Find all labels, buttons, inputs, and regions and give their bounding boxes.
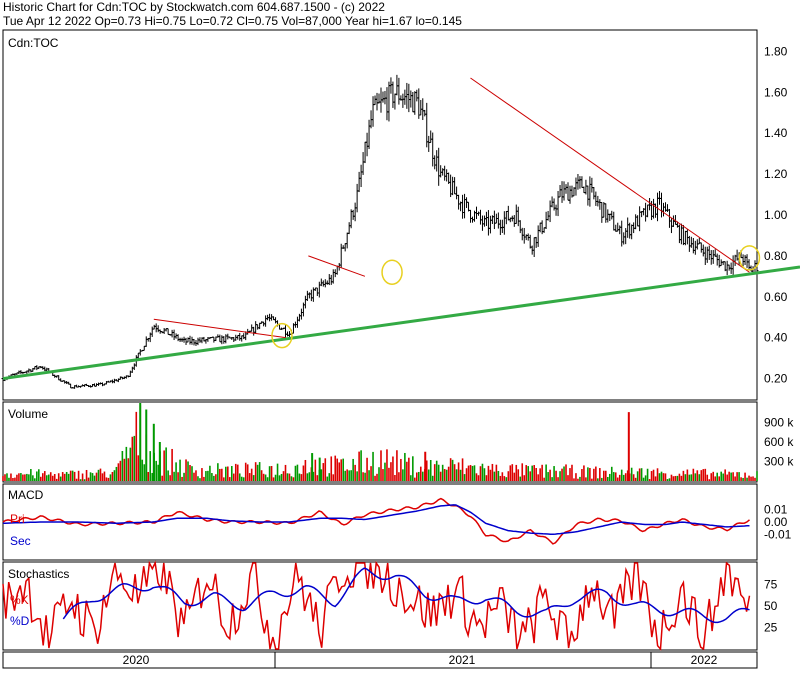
macd-panel-frame (2, 483, 758, 561)
stoch-d-line (62, 567, 750, 624)
volume-panel-title: Volume (8, 407, 48, 421)
x-label-2021: 2021 (449, 653, 476, 667)
y-tick-label: 1.00 (764, 208, 788, 222)
stoch-legend-k: %K (10, 593, 29, 607)
y-tick-label: 0.80 (764, 249, 788, 263)
resistance-trendline (308, 255, 366, 277)
time-axis-frame (2, 651, 758, 669)
highlight-circle (738, 245, 761, 271)
volume-plot (2, 403, 758, 481)
y-tick-label: 0.01 (764, 503, 788, 517)
y-tick-label: -0.01 (764, 527, 792, 541)
volume-panel-frame (2, 401, 758, 483)
macd-plot (2, 497, 750, 545)
stochastics-panel-title: Stochastics (8, 567, 69, 581)
y-tick-label: 0.60 (764, 290, 788, 304)
support-trendline (2, 265, 800, 381)
y-tick-label: 1.80 (764, 44, 788, 58)
price-panel-frame (2, 29, 758, 401)
price-plot (1, 74, 800, 389)
chart-header-line-2: Tue Apr 12 2022 Op=0.73 Hi=0.75 Lo=0.72 … (3, 14, 462, 28)
y-tick-label: 0.00 (764, 515, 788, 529)
y-axis-ticks: 1.80 1.60 1.40 1.20 1.00 0.80 0.60 0.40 0.20 900 … (764, 44, 794, 634)
stoch-legend-d: %D (10, 614, 30, 628)
y-tick-label: 1.20 (764, 167, 788, 181)
macd-panel-title: MACD (8, 488, 44, 502)
y-tick-label: 50 (764, 599, 778, 613)
y-tick-label: 1.40 (764, 126, 788, 140)
y-tick-label: 0.40 (764, 331, 788, 345)
y-tick-label: 300 k (764, 455, 794, 469)
macd-legend-sec: Sec (10, 534, 31, 548)
y-tick-label: 75 (764, 578, 778, 592)
price-panel-title: Cdn:TOC (8, 36, 59, 50)
x-label-2022: 2022 (691, 653, 718, 667)
highlight-circle (381, 259, 403, 285)
stochastics-panel-frame (2, 561, 758, 651)
y-tick-label: 25 (764, 621, 778, 635)
macd-sec-line (3, 504, 750, 536)
y-tick-label: 0.20 (764, 372, 788, 386)
highlight-circle (271, 322, 293, 349)
stochastics-plot (2, 560, 751, 651)
y-tick-label: 1.60 (764, 85, 788, 99)
resistance-trendline (470, 77, 750, 273)
macd-pri-line (2, 497, 750, 545)
macd-legend-pri: Pri (10, 512, 25, 526)
stoch-k-line (2, 560, 751, 651)
x-label-2020: 2020 (123, 653, 150, 667)
y-tick-label: 900 k (764, 416, 794, 430)
resistance-trendline (153, 318, 286, 339)
y-tick-label: 600 k (764, 435, 794, 449)
chart-header-line-1: Historic Chart for Cdn:TOC by Stockwatch… (3, 0, 385, 14)
